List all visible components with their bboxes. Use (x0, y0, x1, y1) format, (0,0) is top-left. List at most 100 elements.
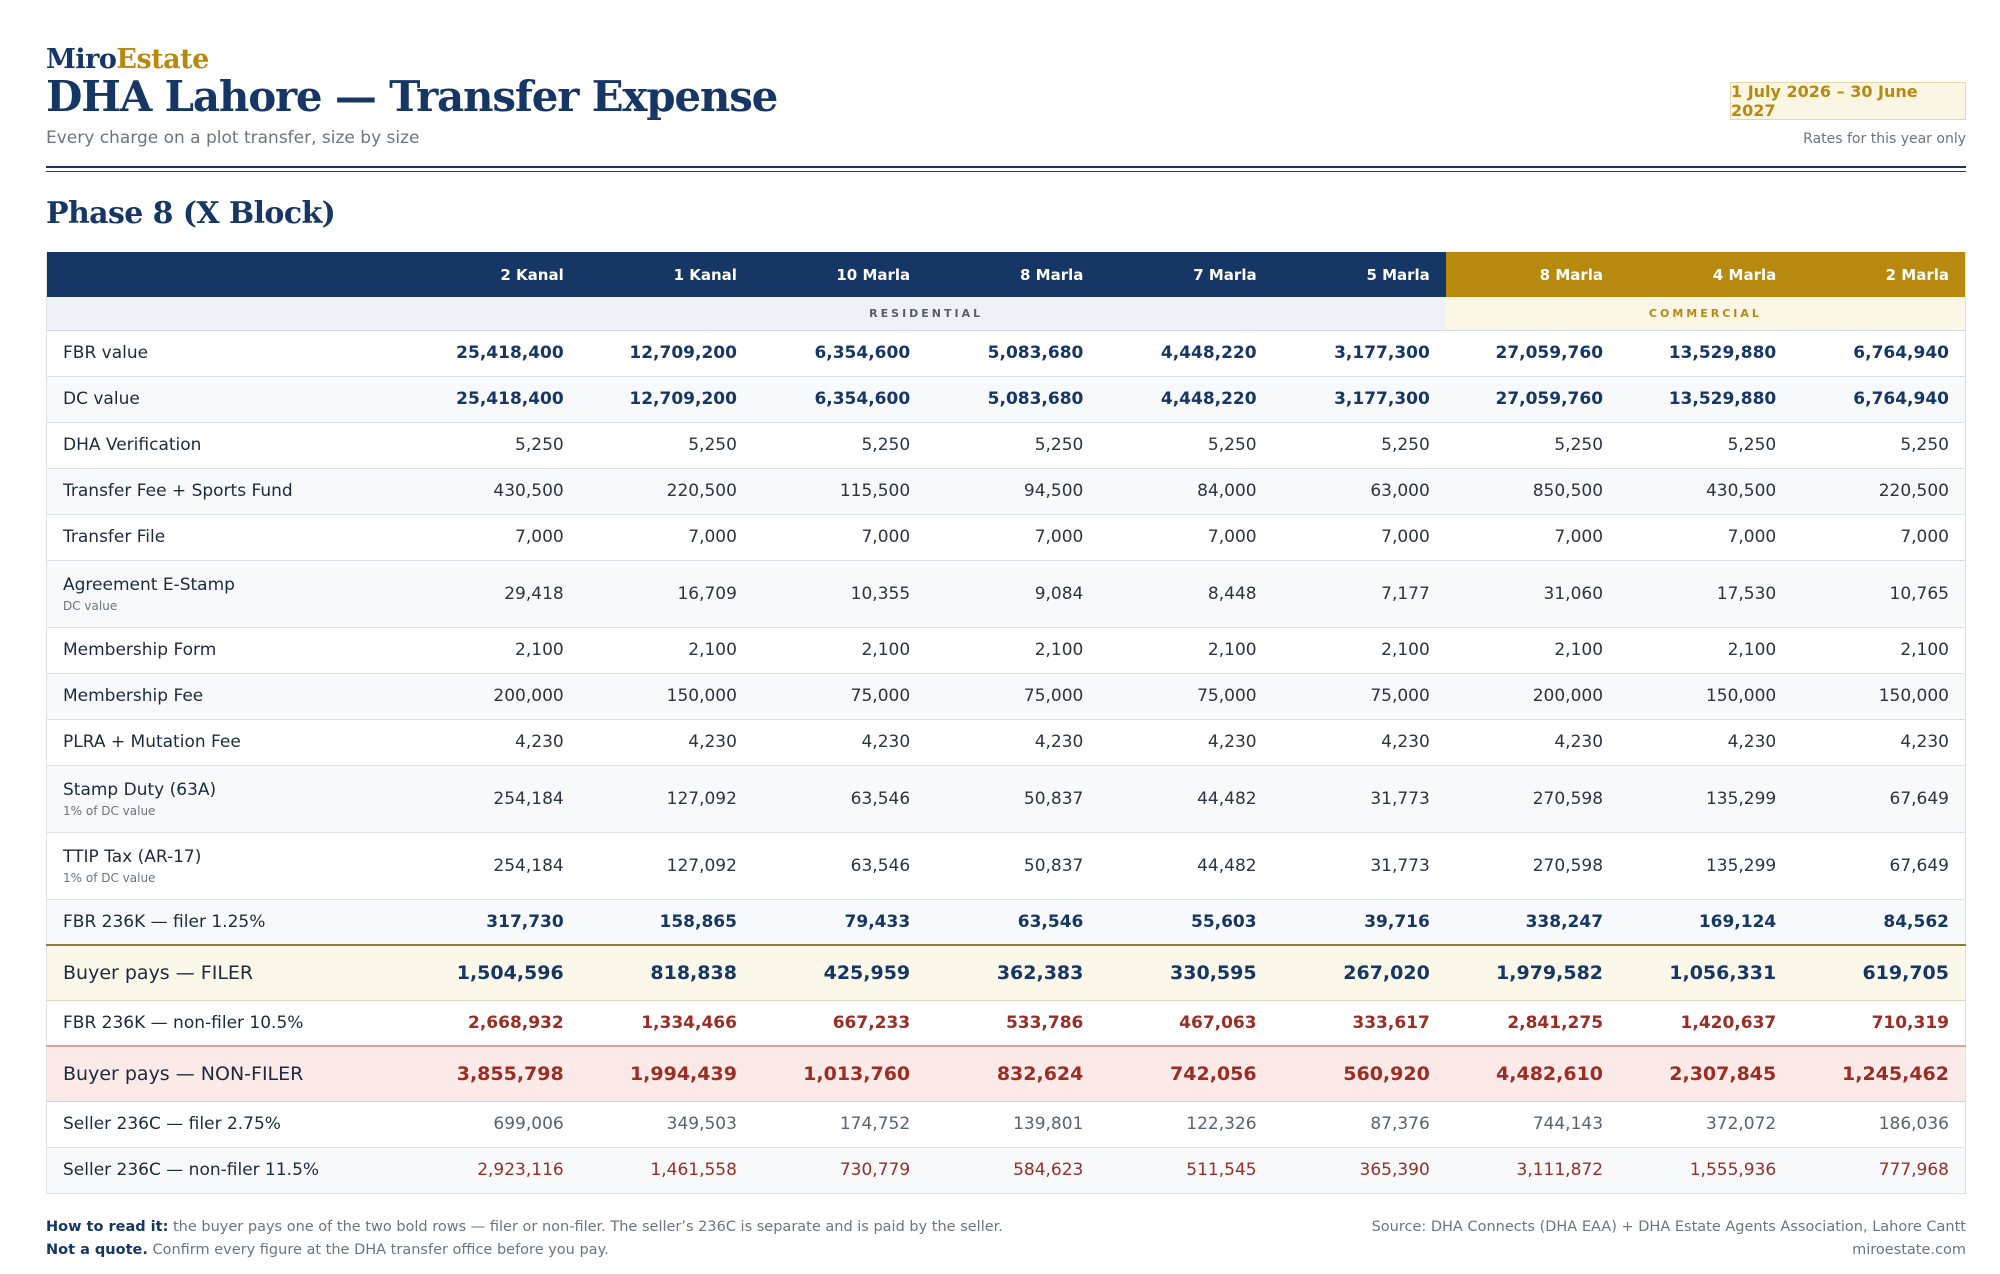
table-row: Transfer Fee + Sports Fund 430,500 220,500… (46, 468, 1966, 515)
row-label: Seller 236C — filer 2.75% (46, 1101, 407, 1148)
value-cell: 560,920 (1272, 1046, 1446, 1102)
table-row: FBR 236K — non-filer 10.5% 2,668,932 1,334… (46, 1000, 1966, 1047)
site-link[interactable]: miroestate.com (1852, 1242, 1966, 1258)
value-cell: 2,100 (1272, 627, 1446, 674)
value-cell: 10,765 (1792, 560, 1966, 628)
value-cell: 3,177,300 (1272, 376, 1446, 423)
row-label-text: Seller 236C — filer 2.75% (63, 1114, 281, 1134)
value-cell: 25,418,400 (406, 330, 580, 377)
row-label: FBR 236K — filer 1.25% (46, 899, 407, 946)
row-label-text: PLRA + Mutation Fee (63, 732, 241, 752)
value-cell: 75,000 (752, 673, 927, 720)
brand-part2: Estate (116, 44, 209, 75)
value-cell: 2,100 (1445, 627, 1620, 674)
value-cell: 25,418,400 (406, 376, 580, 423)
value-cell: 2,100 (1099, 627, 1273, 674)
value-cell: 330,595 (1099, 945, 1273, 1001)
table-row: Seller 236C — non-filer 11.5% 2,923,116 1,… (46, 1147, 1966, 1194)
value-cell: 699,006 (406, 1101, 580, 1148)
value-cell: 63,000 (1272, 468, 1446, 515)
value-cell: 4,230 (1445, 719, 1620, 766)
header-label-cell (46, 252, 407, 297)
value-cell: 5,250 (1792, 422, 1966, 469)
value-cell: 5,250 (1619, 422, 1793, 469)
value-cell: 317,730 (406, 899, 580, 946)
value-cell: 619,705 (1792, 945, 1966, 1001)
value-cell: 50,837 (926, 832, 1100, 900)
row-label: Buyer pays — NON-FILER (46, 1046, 407, 1102)
page-subtitle: Every charge on a plot transfer, size by… (46, 128, 420, 148)
value-cell: 3,111,872 (1445, 1147, 1620, 1194)
value-cell: 2,100 (752, 627, 927, 674)
value-cell: 75,000 (1099, 673, 1273, 720)
value-cell: 5,250 (1099, 422, 1273, 469)
value-cell: 186,036 (1792, 1101, 1966, 1148)
value-cell: 6,354,600 (752, 376, 927, 423)
column-header: 7 Marla (1099, 252, 1273, 297)
value-cell: 127,092 (579, 765, 753, 833)
value-cell: 1,245,462 (1792, 1046, 1966, 1102)
row-label: Stamp Duty (63A) 1% of DC value (46, 765, 407, 833)
value-cell: 87,376 (1272, 1101, 1446, 1148)
brand-logo[interactable]: MiroEstate (46, 44, 209, 75)
row-label-text: Agreement E-Stamp (63, 574, 235, 595)
value-cell: 1,555,936 (1619, 1147, 1793, 1194)
value-cell: 44,482 (1099, 765, 1273, 833)
value-cell: 5,250 (1445, 422, 1620, 469)
value-cell: 7,000 (926, 514, 1100, 561)
row-label-text: Buyer pays — NON-FILER (63, 1062, 304, 1085)
value-cell: 75,000 (1272, 673, 1446, 720)
table-row: Membership Fee 200,000 150,000 75,000 75,000… (46, 673, 1966, 720)
row-label: PLRA + Mutation Fee (46, 719, 407, 766)
table-row: Agreement E-Stamp DC value 29,418 16,709 10,… (46, 560, 1966, 628)
group-spacer (46, 297, 407, 331)
row-label: Transfer File (46, 514, 407, 561)
value-cell: 13,529,880 (1619, 330, 1793, 377)
header-rule-thin (46, 171, 1966, 172)
row-label: FBR 236K — non-filer 10.5% (46, 1000, 407, 1047)
value-cell: 31,773 (1272, 832, 1446, 900)
column-header: 2 Marla (1792, 252, 1966, 297)
value-cell: 430,500 (1619, 468, 1793, 515)
row-label: DHA Verification (46, 422, 407, 469)
value-cell: 4,448,220 (1099, 376, 1273, 423)
column-header: 1 Kanal (579, 252, 753, 297)
value-cell: 200,000 (406, 673, 580, 720)
value-cell: 533,786 (926, 1000, 1100, 1047)
value-cell: 31,060 (1445, 560, 1620, 628)
row-label-text: Membership Fee (63, 686, 204, 706)
value-cell: 1,334,466 (579, 1000, 753, 1047)
footer-notes: How to read it: the buyer pays one of th… (46, 1216, 1003, 1262)
value-cell: 50,837 (926, 765, 1100, 833)
value-cell: 63,546 (752, 765, 927, 833)
value-cell: 2,307,845 (1619, 1046, 1793, 1102)
value-cell: 5,250 (406, 422, 580, 469)
value-cell: 200,000 (1445, 673, 1620, 720)
table-row: Buyer pays — NON-FILER 3,855,798 1,994,439… (46, 1046, 1966, 1102)
value-cell: 7,000 (1272, 514, 1446, 561)
row-label-text: Transfer File (63, 527, 166, 547)
row-label-text: FBR 236K — non-filer 10.5% (63, 1012, 304, 1033)
value-cell: 4,230 (926, 719, 1100, 766)
table-row: TTIP Tax (AR-17) 1% of DC value 254,184 127… (46, 832, 1966, 900)
table-row: Buyer pays — FILER 1,504,596 818,838 425,95… (46, 945, 1966, 1001)
value-cell: 84,000 (1099, 468, 1273, 515)
value-cell: 744,143 (1445, 1101, 1620, 1148)
value-cell: 12,709,200 (579, 330, 753, 377)
period-badge: 1 July 2026 – 30 June 2027 (1730, 82, 1966, 120)
value-cell: 1,979,582 (1445, 945, 1620, 1001)
value-cell: 27,059,760 (1445, 330, 1620, 377)
row-label: Transfer Fee + Sports Fund (46, 468, 407, 515)
value-cell: 135,299 (1619, 832, 1793, 900)
value-cell: 220,500 (579, 468, 753, 515)
value-cell: 270,598 (1445, 832, 1620, 900)
row-label: Buyer pays — FILER (46, 945, 407, 1001)
value-cell: 16,709 (579, 560, 753, 628)
value-cell: 832,624 (926, 1046, 1100, 1102)
value-cell: 584,623 (926, 1147, 1100, 1194)
value-cell: 115,500 (752, 468, 927, 515)
source-text: Source: DHA Connects (DHA EAA) + DHA Est… (1371, 1219, 1966, 1235)
table-row: DHA Verification 5,250 5,250 5,250 5,250 5,25… (46, 422, 1966, 469)
row-note: DC value (63, 598, 118, 613)
value-cell: 75,000 (926, 673, 1100, 720)
